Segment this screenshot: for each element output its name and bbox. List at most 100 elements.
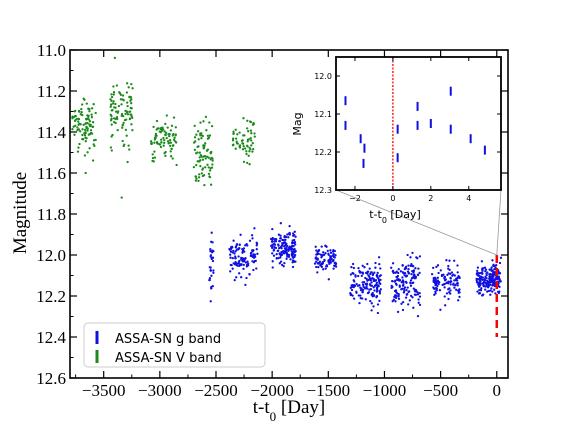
data-point — [151, 153, 154, 156]
data-point — [293, 238, 296, 242]
data-point — [332, 267, 335, 270]
data-point — [248, 239, 252, 242]
data-point — [83, 132, 86, 135]
data-point — [249, 137, 252, 140]
y-axis-title: Magnitude — [10, 172, 31, 254]
data-point — [88, 133, 92, 136]
data-point — [232, 132, 235, 135]
data-point — [457, 299, 460, 302]
data-point — [418, 255, 422, 258]
data-point — [325, 245, 328, 248]
data-point — [395, 275, 398, 279]
data-point — [230, 263, 233, 267]
data-point — [370, 309, 373, 312]
data-point — [349, 286, 352, 290]
data-point — [195, 177, 198, 180]
data-point — [248, 273, 251, 276]
data-point — [378, 292, 382, 295]
data-point — [289, 258, 292, 261]
data-point — [320, 245, 323, 248]
y-tick-label: 12.2 — [36, 287, 66, 306]
data-point — [209, 300, 212, 303]
data-point — [197, 176, 201, 179]
data-point — [245, 150, 248, 153]
data-point — [279, 246, 282, 249]
data-point — [409, 282, 412, 285]
data-point — [125, 91, 129, 94]
data-point — [448, 287, 451, 290]
data-point — [175, 141, 178, 144]
data-point — [206, 155, 209, 158]
data-point — [482, 293, 485, 296]
data-point — [110, 99, 113, 102]
data-point — [407, 267, 410, 271]
data-point — [252, 147, 255, 151]
data-point — [250, 139, 253, 142]
data-point — [91, 125, 95, 129]
data-point — [447, 264, 450, 268]
data-point — [245, 276, 248, 280]
data-point — [286, 233, 289, 236]
data-point — [293, 255, 296, 258]
y-tick-label: 11.0 — [37, 41, 66, 60]
data-point — [378, 262, 381, 266]
y-tick-label: 11.6 — [37, 164, 66, 183]
y-tick-label: 12.6 — [36, 369, 66, 388]
data-point — [376, 311, 380, 315]
data-point — [235, 140, 238, 143]
data-point — [315, 265, 318, 269]
data-point — [400, 288, 403, 291]
data-point — [131, 87, 134, 90]
data-point — [315, 260, 318, 263]
data-point — [112, 93, 115, 96]
data-point — [246, 119, 249, 122]
data-point — [436, 264, 440, 267]
data-point — [329, 249, 332, 252]
data-point — [86, 129, 89, 132]
data-point — [447, 272, 450, 275]
data-point — [90, 116, 94, 119]
data-point — [292, 241, 296, 245]
data-point — [273, 243, 276, 246]
data-point — [209, 183, 213, 186]
data-point — [479, 277, 483, 281]
data-point — [317, 248, 321, 252]
data-point — [414, 293, 418, 296]
data-point — [493, 288, 496, 291]
data-point — [373, 289, 376, 292]
data-point — [407, 264, 410, 267]
data-point — [410, 277, 414, 280]
data-point — [375, 290, 379, 293]
data-point — [370, 302, 373, 305]
data-point — [129, 113, 132, 116]
data-point — [361, 297, 364, 300]
data-point — [477, 271, 481, 275]
data-point — [358, 284, 361, 287]
data-point — [250, 234, 254, 237]
data-point — [127, 86, 130, 89]
data-point — [416, 273, 420, 277]
data-point — [124, 112, 127, 116]
data-point — [478, 288, 481, 292]
data-point — [491, 283, 494, 286]
data-point — [112, 100, 115, 103]
data-point — [279, 256, 282, 259]
data-point — [204, 115, 208, 119]
data-point — [249, 148, 252, 151]
data-point — [232, 239, 235, 242]
data-point — [71, 128, 74, 131]
data-point — [379, 288, 382, 291]
data-point — [291, 261, 294, 264]
data-point — [293, 230, 296, 233]
data-point — [453, 279, 456, 282]
data-point — [170, 124, 174, 127]
data-point — [241, 247, 244, 251]
inset-plot: −2 0 2 412.012.112.212.3 t-t0 [Day] Mag — [291, 56, 502, 225]
data-point — [355, 282, 358, 286]
data-point — [492, 279, 496, 282]
data-point — [249, 254, 252, 258]
data-point — [208, 134, 212, 137]
data-point — [369, 271, 373, 274]
data-point — [497, 291, 501, 295]
data-point — [196, 160, 199, 163]
